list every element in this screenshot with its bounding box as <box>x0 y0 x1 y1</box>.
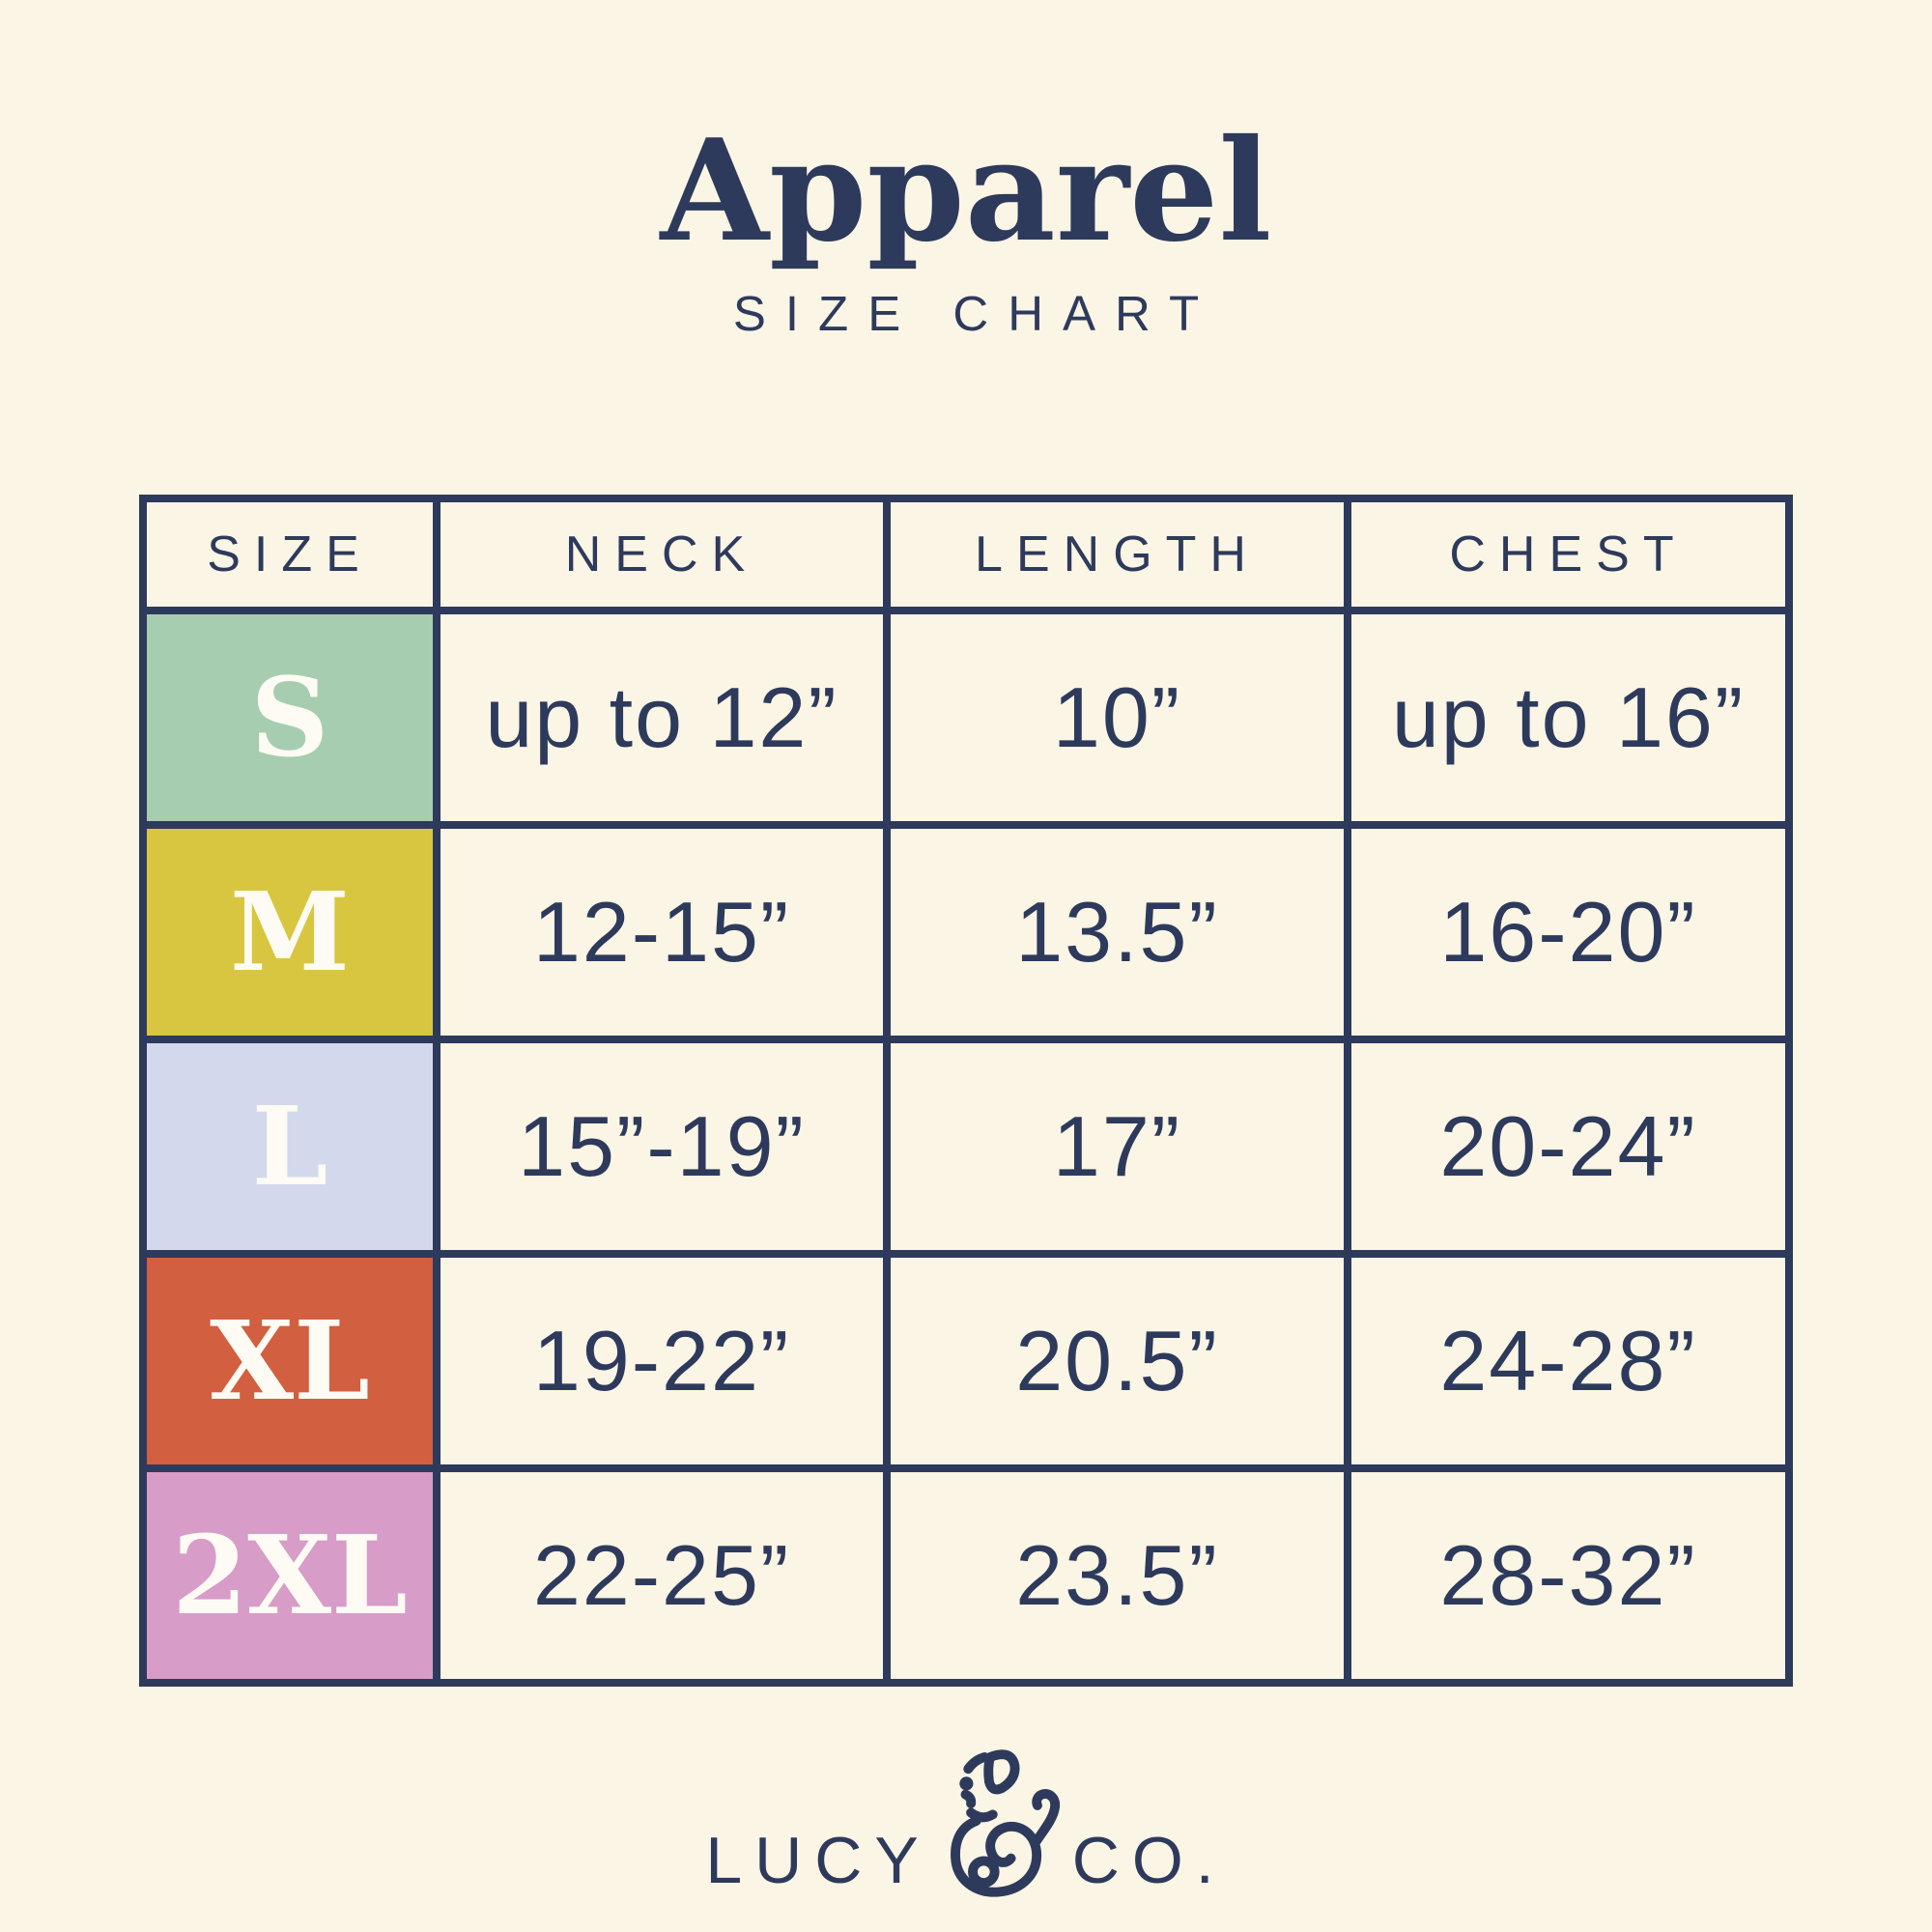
length-value-s: 10” <box>883 607 1351 829</box>
size-badge-xl: XL <box>139 1250 440 1472</box>
dog-ampersand-icon <box>950 1749 1060 1897</box>
table-row-s: S up to 12” 10” up to 16” <box>139 607 1793 829</box>
table-row-m: M 12-15” 13.5” 16-20” <box>139 821 1793 1043</box>
col-header-length: LENGTH <box>883 495 1351 614</box>
neck-value-m: 12-15” <box>433 821 891 1043</box>
neck-value-l: 15”-19” <box>433 1036 891 1258</box>
neck-value-2xl: 22-25” <box>433 1464 891 1687</box>
chest-value-l: 20-24” <box>1344 1036 1793 1258</box>
size-badge-m: M <box>139 821 440 1043</box>
chest-value-xl: 24-28” <box>1344 1250 1793 1472</box>
page-header: Apparel SIZE CHART <box>0 0 1932 342</box>
length-value-2xl: 23.5” <box>883 1464 1351 1687</box>
length-value-m: 13.5” <box>883 821 1351 1043</box>
size-chart-table: SIZE NECK LENGTH CHEST S up to 12” 10” u… <box>139 495 1793 1687</box>
size-badge-l: L <box>139 1036 440 1258</box>
col-header-neck: NECK <box>433 495 891 614</box>
table-row-2xl: 2XL 22-25” 23.5” 28-32” <box>139 1464 1793 1687</box>
size-badge-2xl: 2XL <box>139 1464 440 1687</box>
col-header-size: SIZE <box>139 495 440 614</box>
logo-text-lucy: LUCY <box>705 1824 931 1897</box>
size-badge-s: S <box>139 607 440 829</box>
chest-value-m: 16-20” <box>1344 821 1793 1043</box>
table-row-xl: XL 19-22” 20.5” 24-28” <box>139 1250 1793 1472</box>
length-value-xl: 20.5” <box>883 1250 1351 1472</box>
page-title: Apparel <box>660 109 1272 273</box>
table-row-l: L 15”-19” 17” 20-24” <box>139 1036 1793 1258</box>
chest-value-s: up to 16” <box>1344 607 1793 829</box>
col-header-chest: CHEST <box>1344 495 1793 614</box>
neck-value-s: up to 12” <box>433 607 891 829</box>
page-subtitle: SIZE CHART <box>732 286 1219 341</box>
neck-value-xl: 19-22” <box>433 1250 891 1472</box>
length-value-l: 17” <box>883 1036 1351 1258</box>
header-row: SIZE NECK LENGTH CHEST <box>139 495 1793 614</box>
lucy-and-co-logo: LUCY CO. <box>0 1739 1932 1901</box>
chest-value-2xl: 28-32” <box>1344 1464 1793 1687</box>
logo-text-co: CO. <box>1071 1824 1227 1897</box>
